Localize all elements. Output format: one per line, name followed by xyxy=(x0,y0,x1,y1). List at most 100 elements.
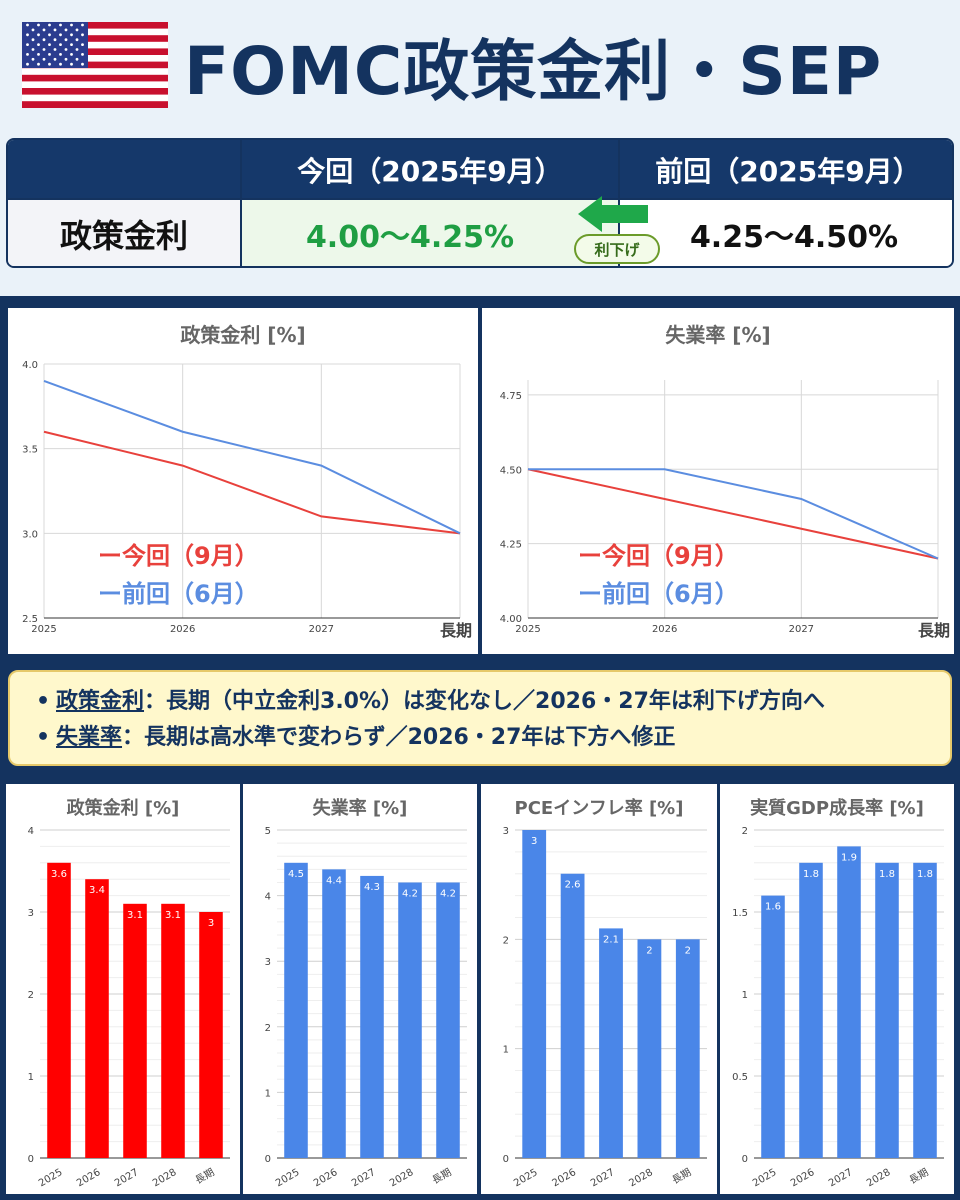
bar xyxy=(522,830,547,1158)
y-tick-label: 1 xyxy=(503,1045,509,1056)
y-tick-label: 0.5 xyxy=(732,1072,748,1083)
flag-star xyxy=(37,53,40,56)
x-tick-label: 2028 xyxy=(865,1167,893,1189)
x-tick-label: 2028 xyxy=(388,1167,416,1189)
y-tick-label: 4.75 xyxy=(500,391,522,402)
y-tick-label: 4.50 xyxy=(500,465,522,476)
legend-entry: ー今回（9月） xyxy=(578,542,739,570)
bar xyxy=(560,873,585,1158)
flag-star xyxy=(64,28,68,32)
flag-star xyxy=(53,28,57,32)
bar-value-label: 2.1 xyxy=(603,934,619,945)
y-tick-label: 4 xyxy=(265,892,271,903)
row-label: 政策金利 xyxy=(8,200,240,266)
rate-table: 今回（2025年9月） 前回（2025年9月） 政策金利 4.00〜4.25% … xyxy=(6,138,954,268)
flag-star xyxy=(26,33,29,37)
bar-value-label: 2 xyxy=(685,945,691,956)
flag-star xyxy=(64,38,68,42)
flag-star xyxy=(31,57,35,61)
flag-star xyxy=(31,38,35,42)
bar xyxy=(322,869,346,1158)
flag-star xyxy=(53,48,57,51)
x-tick-label: 2025 xyxy=(274,1167,302,1189)
bar xyxy=(398,882,422,1158)
x-tick-label: 2027 xyxy=(589,1167,617,1189)
x-tick-label: 2028 xyxy=(151,1167,179,1189)
bar xyxy=(360,875,384,1158)
bar xyxy=(85,879,109,1158)
y-tick-label: 4.25 xyxy=(500,540,522,551)
series-line-0 xyxy=(527,468,939,560)
col-previous: 前回（2025年9月） xyxy=(655,155,921,188)
flag-star xyxy=(75,57,79,61)
y-tick-label: 0 xyxy=(28,1154,34,1165)
bar-chart-unemployment: 失業率 [%] 0 1 2 3 4 5 4.5 2025 4.4 2026 4.3 2027 4.2 202… xyxy=(243,784,477,1194)
flag-star xyxy=(75,48,79,51)
y-tick-label: 3 xyxy=(503,826,509,837)
y-tick-label: 1 xyxy=(28,1072,34,1083)
note-unemployment: 失業率：長期は高水準で変わらず／2026・27年は下方へ修正 xyxy=(36,720,930,756)
note-term: 政策金利 xyxy=(56,689,145,714)
line-chart-unemployment-svg: 失業率 [%] 4.00 4.25 4.50 4.75 2025 2026 2027 長期 ー今回… xyxy=(500,323,950,640)
flag-star xyxy=(48,23,51,27)
flag-star xyxy=(53,38,57,42)
y-tick-label: 3.5 xyxy=(22,445,38,456)
series-line-0 xyxy=(43,430,461,535)
bar-chart-gdp-svg: 実質GDP成長率 [%] 0 0.5 1 1.5 2 1.6 2025 1.8 2026 1.9 20… xyxy=(732,797,944,1189)
flag-star xyxy=(37,62,40,66)
y-tick-label: 2.5 xyxy=(22,614,38,625)
bar-value-label: 1.9 xyxy=(841,852,857,863)
notes-box: 政策金利：長期（中立金利3.0%）は変化なし／2026・27年は利下げ方向へ 失… xyxy=(8,670,952,766)
y-tick-label: 4 xyxy=(28,826,34,837)
x-tick-label: 2025 xyxy=(37,1167,65,1189)
note-text: ：長期は高水準で変わらず／2026・27年は下方へ修正 xyxy=(122,725,676,750)
flag-star xyxy=(26,23,29,27)
page-title: FOMC政策金利・SEP xyxy=(184,33,883,110)
y-tick-label: 4.0 xyxy=(22,360,38,371)
x-tick-label: 2025 xyxy=(512,1167,540,1189)
bar-value-label: 1.6 xyxy=(765,902,781,913)
y-tick-label: 0 xyxy=(265,1154,271,1165)
bar xyxy=(913,862,937,1158)
bar xyxy=(47,862,71,1158)
flag-star xyxy=(42,28,46,32)
rate-cut-badge: 利下げ xyxy=(574,234,660,264)
bar xyxy=(199,912,223,1158)
flag-star xyxy=(81,53,84,56)
flag-star xyxy=(42,38,46,42)
bar xyxy=(161,903,185,1158)
bar-value-label: 3.1 xyxy=(127,910,143,921)
chart-title: PCEインフレ率 [%] xyxy=(515,797,684,819)
bar-value-label: 2.6 xyxy=(565,880,581,891)
note-term: 失業率 xyxy=(56,725,123,750)
line-chart-policy-rate: 政策金利 [%] 2.5 3.0 3.5 4.0 2025 2026 2027 長期 ー今回（9月… xyxy=(8,308,478,654)
flag-star xyxy=(26,43,29,46)
bar-value-label: 3.6 xyxy=(51,869,67,880)
previous-rate: 4.25〜4.50% xyxy=(620,200,952,266)
table-divider xyxy=(618,140,620,266)
flag-star xyxy=(81,43,84,46)
bar xyxy=(799,862,823,1158)
flag-star xyxy=(81,33,84,37)
bar-value-label: 4.4 xyxy=(326,875,342,886)
flag-star xyxy=(64,57,68,61)
x-tick-label: 2027 xyxy=(789,624,814,635)
table-divider xyxy=(240,140,242,266)
x-tick-label: 2028 xyxy=(627,1167,655,1189)
x-tick-label: 2027 xyxy=(309,624,334,635)
flag-star xyxy=(64,48,68,51)
x-tick-label: 長期 xyxy=(193,1166,216,1186)
bar xyxy=(436,882,460,1158)
bar xyxy=(675,939,700,1158)
bar-value-label: 4.5 xyxy=(288,869,304,880)
bar-value-label: 1.8 xyxy=(917,869,933,880)
line-chart-policy-rate-svg: 政策金利 [%] 2.5 3.0 3.5 4.0 2025 2026 2027 長期 ー今回（9月… xyxy=(22,323,472,640)
bar-value-label: 1.8 xyxy=(879,869,895,880)
bar-chart-policy-rate: 政策金利 [%] 0 1 2 3 4 3.6 2025 3.4 2026 3.1 2027 3.1 202… xyxy=(6,784,240,1194)
bar xyxy=(123,903,147,1158)
bar-chart-pce-svg: PCEインフレ率 [%] 0 1 2 3 3 2025 2.6 2026 2.1 2027 2 2028… xyxy=(503,797,707,1189)
col-current: 今回（2025年9月） xyxy=(297,155,563,188)
table-divider xyxy=(8,198,952,200)
x-tick-label: 長期 xyxy=(907,1166,930,1186)
bar xyxy=(637,939,662,1158)
